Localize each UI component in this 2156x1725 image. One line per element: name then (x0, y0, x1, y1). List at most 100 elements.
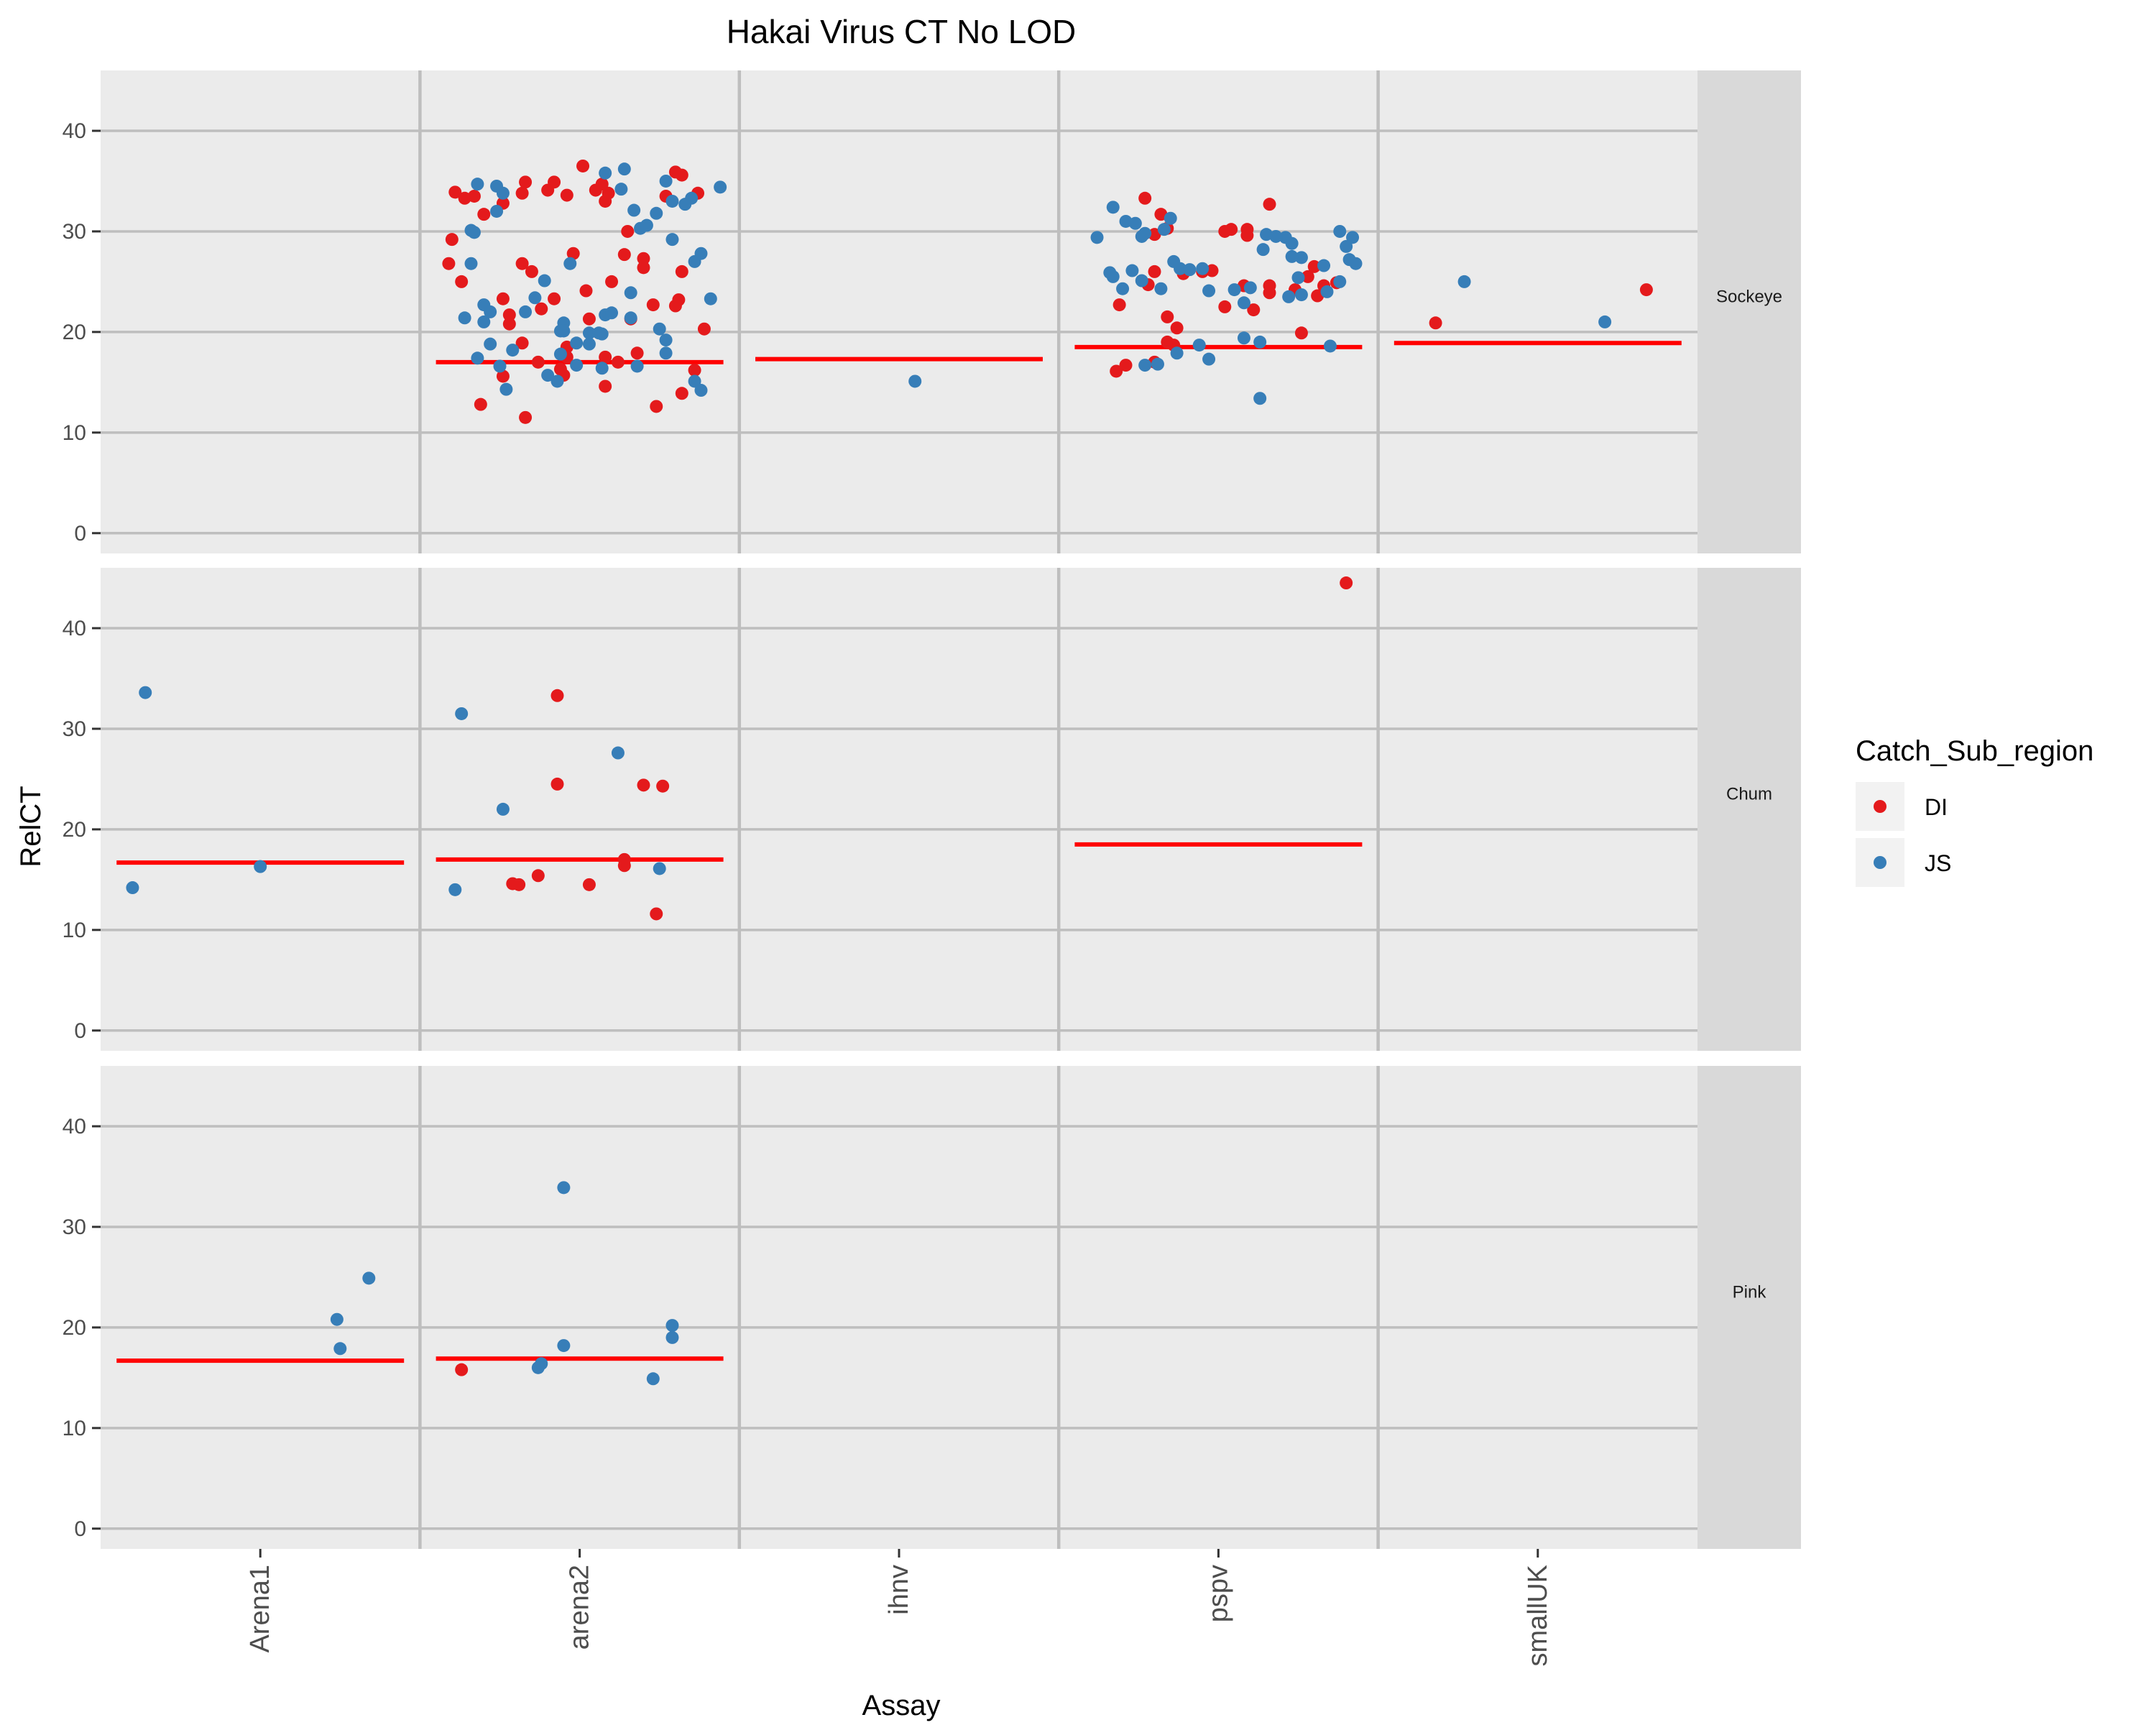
point-di (605, 275, 619, 288)
point-di (621, 224, 635, 238)
point-di (595, 178, 609, 191)
point-js (665, 1319, 679, 1333)
point-di (531, 355, 545, 369)
point-di (515, 257, 529, 270)
point-js (630, 359, 644, 373)
point-js (126, 881, 139, 895)
point-js (557, 1339, 571, 1353)
point-di (675, 264, 688, 278)
point-js (1090, 231, 1104, 244)
point-js (455, 707, 469, 720)
point-js (1340, 239, 1353, 253)
point-js (1154, 282, 1168, 295)
point-di (1218, 300, 1232, 313)
point-js (499, 382, 513, 396)
legend-label: DI (1925, 794, 1948, 820)
facet-pink: 0 10 20 30 40 Pink (63, 1066, 1801, 1549)
point-di (442, 257, 456, 270)
point-di (448, 185, 462, 199)
chart-title: Hakai Virus CT No LOD (727, 13, 1077, 50)
point-js (582, 337, 596, 351)
point-di (582, 878, 596, 891)
strip-chum (1697, 568, 1801, 1051)
point-di (637, 252, 650, 265)
point-di (1110, 364, 1123, 378)
point-di (502, 317, 516, 331)
point-di (515, 336, 529, 350)
point-js (1151, 357, 1164, 371)
point-di (1225, 223, 1238, 236)
point-js (614, 183, 628, 196)
point-js (1320, 285, 1334, 298)
point-di (1148, 264, 1161, 278)
tick-label-y: 20 (63, 1316, 86, 1340)
point-js (458, 311, 471, 325)
point-js (1183, 263, 1197, 277)
point-di (519, 410, 533, 424)
point-js (665, 233, 679, 247)
tick-label-y: 10 (63, 919, 86, 942)
point-js (1346, 231, 1360, 244)
point-di (1340, 576, 1353, 590)
point-js (471, 351, 484, 365)
point-js (592, 326, 606, 340)
point-js (1256, 243, 1270, 257)
point-js (1294, 288, 1308, 302)
point-di (1138, 191, 1152, 205)
point-js (484, 305, 497, 318)
point-js (1237, 296, 1250, 310)
point-di (1148, 228, 1161, 242)
point-js (1317, 259, 1331, 272)
point-js (704, 292, 717, 305)
point-js (665, 194, 679, 208)
point-js (582, 326, 596, 340)
strip-sockeye (1697, 70, 1801, 553)
point-js (624, 311, 637, 325)
tick-label-y: 20 (63, 818, 86, 842)
x-axis: Arena1 arena2 ihnv pspv smallUK (245, 1549, 1553, 1666)
tick-label-x: smallUK (1523, 1565, 1553, 1666)
point-di (496, 369, 510, 383)
point-js (653, 862, 666, 875)
point-js (557, 1181, 571, 1195)
point-js (1135, 274, 1148, 288)
point-di (515, 186, 529, 200)
point-js (535, 1357, 548, 1371)
point-di (637, 778, 650, 792)
point-js (1598, 315, 1612, 328)
point-js (1294, 251, 1308, 264)
point-js (1260, 228, 1273, 242)
point-js (659, 346, 673, 360)
point-di (566, 247, 580, 260)
point-js (714, 180, 727, 194)
point-js (1227, 283, 1241, 297)
tick-label-y: 40 (63, 617, 86, 640)
tick-label-x: arena2 (565, 1565, 595, 1650)
point-js (1106, 201, 1120, 214)
point-js (1253, 392, 1267, 405)
point-js (659, 174, 673, 188)
point-di (525, 264, 538, 278)
legend-symbol (1874, 800, 1886, 813)
tick-label-x: pspv (1203, 1565, 1233, 1622)
facet-chum: 0 10 20 30 40 Chum (63, 568, 1801, 1051)
point-js (1349, 257, 1363, 270)
point-js (550, 374, 564, 388)
panel-background (101, 1066, 1697, 1549)
strip-label-pink: Pink (1733, 1283, 1767, 1302)
tick-label-y: 40 (63, 1115, 86, 1138)
legend-item-js: JS (1856, 838, 1951, 887)
point-js (624, 286, 637, 300)
point-js (1253, 335, 1267, 349)
point-js (617, 162, 631, 176)
point-di (1170, 321, 1184, 335)
point-di (599, 350, 612, 364)
point-js (528, 291, 542, 305)
point-js (678, 198, 692, 211)
point-js (1243, 281, 1257, 295)
tick-label-y: 0 (74, 522, 86, 546)
point-di (646, 298, 660, 312)
point-js (464, 257, 478, 270)
point-js (688, 254, 701, 268)
